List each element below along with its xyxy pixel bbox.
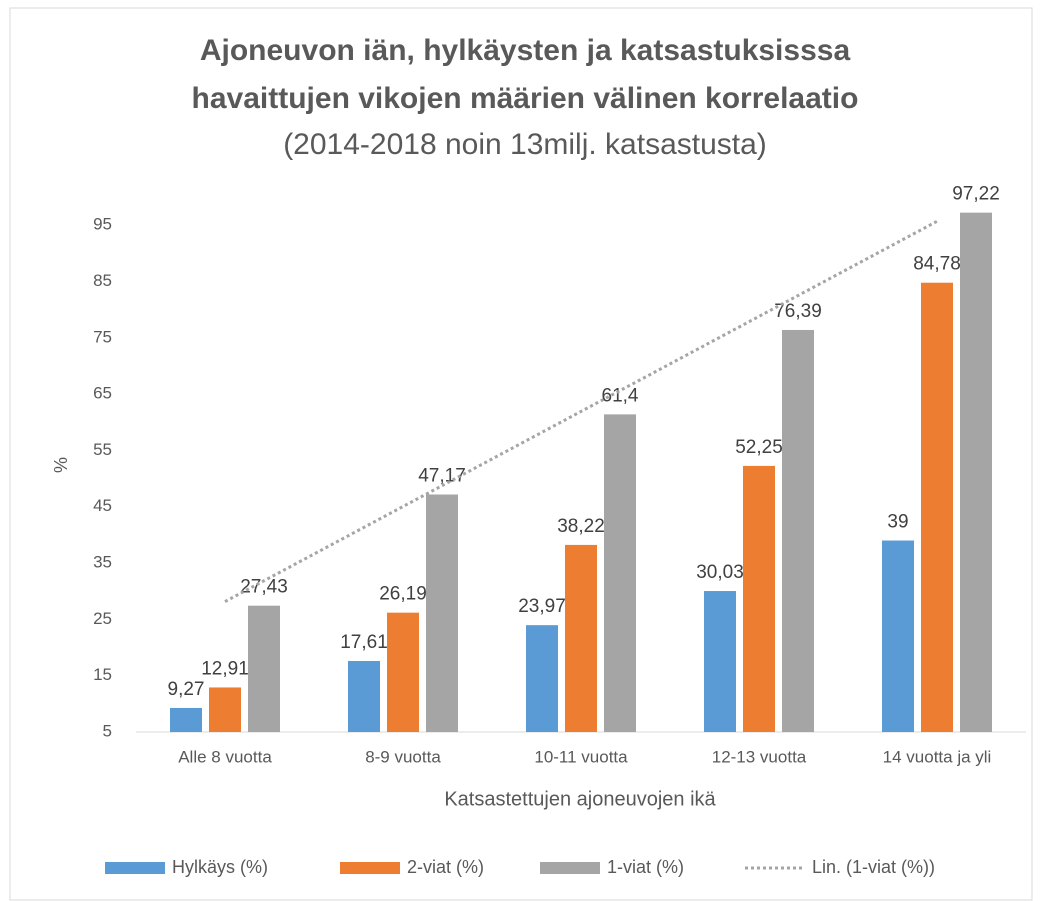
legend-swatch xyxy=(540,862,600,874)
data-label: 97,22 xyxy=(952,184,1000,205)
x-tick-label: Alle 8 vuotta xyxy=(178,747,272,766)
y-axis-title: % xyxy=(51,457,71,473)
data-label: 39 xyxy=(887,512,908,533)
bar xyxy=(704,591,736,732)
bar xyxy=(426,494,458,732)
x-tick-label: 14 vuotta ja yli xyxy=(883,747,992,766)
y-tick-label: 95 xyxy=(93,215,112,234)
x-tick-label: 12-13 vuotta xyxy=(712,747,807,766)
legend-label: 1-viat (%) xyxy=(607,857,684,877)
data-label: 76,39 xyxy=(774,301,822,322)
bar xyxy=(526,625,558,732)
y-tick-label: 45 xyxy=(93,496,112,515)
legend-swatch xyxy=(105,862,165,874)
data-label: 9,27 xyxy=(168,679,205,700)
bar xyxy=(170,707,202,732)
bar xyxy=(348,660,380,732)
x-axis-title: Katsastettujen ajoneuvojen ikä xyxy=(444,788,716,810)
bar xyxy=(387,612,419,732)
y-tick-label: 35 xyxy=(93,553,112,572)
x-tick-label: 8-9 vuotta xyxy=(365,747,441,766)
y-tick-label: 5 xyxy=(103,721,112,740)
data-label: 84,78 xyxy=(913,254,961,275)
bar xyxy=(565,544,597,732)
data-label: 27,43 xyxy=(240,577,288,598)
data-label: 52,25 xyxy=(735,437,783,458)
chart-title: Ajoneuvon iän, hylkäysten ja katsastuksi… xyxy=(200,34,851,67)
data-label: 30,03 xyxy=(696,562,744,583)
x-tick-label: 10-11 vuotta xyxy=(534,747,628,766)
data-label: 61,4 xyxy=(602,385,639,406)
data-label: 47,17 xyxy=(418,466,466,487)
y-tick-label: 65 xyxy=(93,384,112,403)
bar xyxy=(248,605,280,732)
bar xyxy=(743,465,775,732)
legend-swatch xyxy=(340,862,400,874)
chart-border xyxy=(9,7,1033,901)
legend-label: Hylkäys (%) xyxy=(172,857,268,877)
legend-label: 2-viat (%) xyxy=(407,857,484,877)
y-tick-label: 85 xyxy=(93,271,112,290)
bar xyxy=(604,414,636,732)
bar xyxy=(882,540,914,732)
data-label: 17,61 xyxy=(340,632,388,653)
trendline xyxy=(224,220,938,603)
chart-title: havaittujen vikojen määrien välinen korr… xyxy=(192,82,859,115)
y-tick-label: 55 xyxy=(93,440,112,459)
data-label: 38,22 xyxy=(557,516,605,537)
y-tick-label: 15 xyxy=(93,665,112,684)
data-label: 26,19 xyxy=(379,584,427,605)
y-tick-label: 75 xyxy=(93,327,112,346)
data-label: 23,97 xyxy=(518,596,566,617)
data-label: 12,91 xyxy=(201,658,249,679)
y-tick-label: 25 xyxy=(93,609,112,628)
bar xyxy=(960,212,992,733)
legend-label: Lin. (1-viat (%)) xyxy=(812,857,935,877)
bar xyxy=(209,687,241,732)
chart-subtitle: (2014-2018 noin 13milj. katsastusta) xyxy=(283,128,767,161)
bar xyxy=(921,282,953,732)
bar xyxy=(782,329,814,732)
